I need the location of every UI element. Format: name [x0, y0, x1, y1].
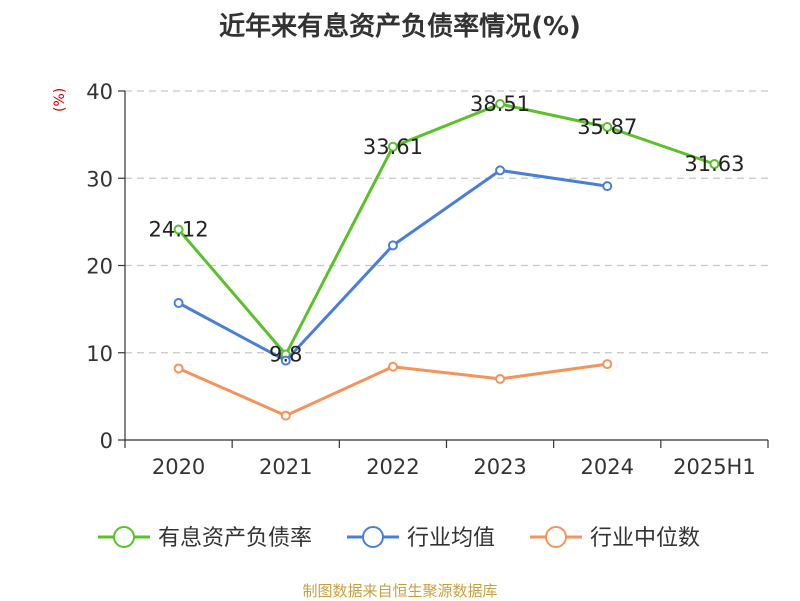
- x-tick-label: 2021: [259, 455, 312, 479]
- data-point: [387, 361, 398, 372]
- legend-label-1: 行业均值: [407, 526, 495, 551]
- y-tick-label: 0: [100, 429, 113, 453]
- data-label: 31.63: [684, 152, 744, 176]
- data-source-label: 制图数据来自恒生聚源数据库: [302, 582, 498, 600]
- y-tick-label: 20: [86, 255, 113, 279]
- legend-marker-0: [113, 526, 135, 548]
- data-point: [387, 240, 398, 251]
- data-label: 35.87: [577, 115, 637, 139]
- data-point: [387, 141, 398, 152]
- legend-marker-2: [545, 526, 567, 548]
- chart-title: 近年来有息资产负债率情况(%): [219, 12, 581, 42]
- data-label: 38.51: [470, 92, 530, 116]
- data-point: [602, 122, 613, 133]
- data-label: 9.8: [269, 342, 302, 366]
- series-line-0: [177, 102, 715, 356]
- data-label: 24.12: [149, 218, 209, 242]
- data-point: [495, 99, 506, 110]
- data-label: 33.61: [363, 135, 423, 159]
- data-point: [709, 159, 720, 170]
- legend-label-2: 行业中位数: [590, 526, 700, 551]
- y-tick-label: 40: [86, 80, 113, 104]
- x-tick-label: 2022: [366, 455, 419, 479]
- x-tick-label: 2025H1: [673, 455, 756, 479]
- x-tick-label: 2023: [473, 455, 526, 479]
- data-point: [280, 355, 291, 366]
- data-point: [602, 359, 613, 370]
- y-tick-label: 30: [86, 167, 113, 191]
- legend-marker-1: [362, 526, 384, 548]
- x-tick-label: 2020: [152, 455, 205, 479]
- data-point: [173, 363, 184, 374]
- data-point: [173, 224, 184, 235]
- data-point: [495, 165, 506, 176]
- series-line-2: [177, 362, 608, 418]
- x-tick-label: 2024: [581, 455, 634, 479]
- data-point: [602, 181, 613, 192]
- data-point: [280, 410, 291, 421]
- y-tick-label: 10: [86, 342, 113, 366]
- legend-label-0: 有息资产负债率: [158, 526, 312, 551]
- data-point: [173, 298, 184, 309]
- data-point: [495, 373, 506, 384]
